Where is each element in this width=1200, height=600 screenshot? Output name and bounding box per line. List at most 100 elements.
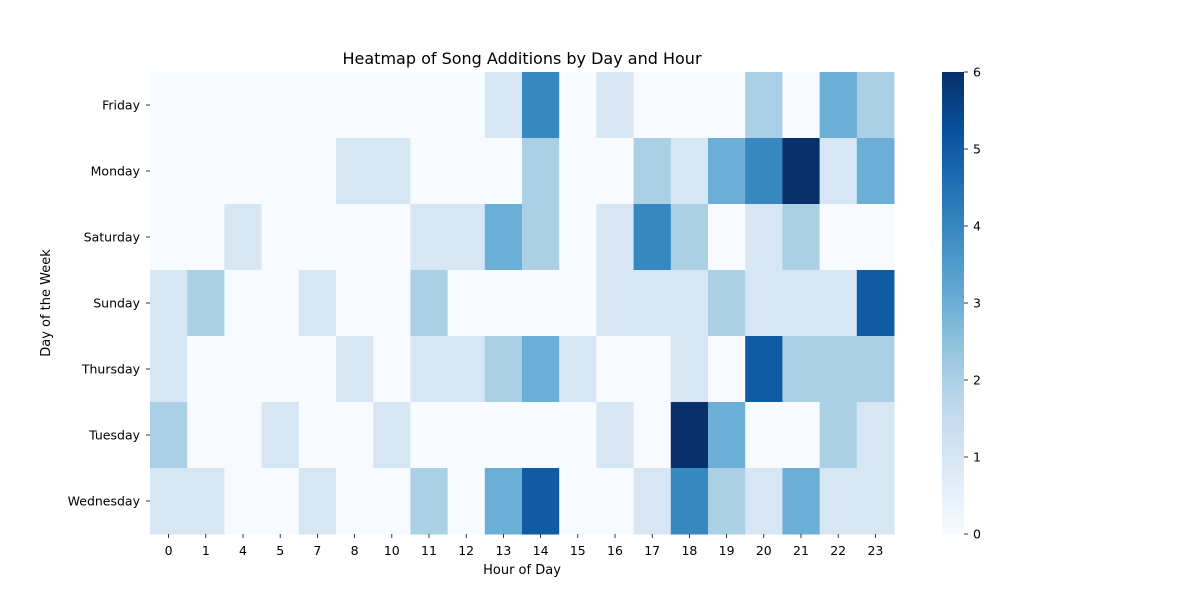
x-tick-label: 10: [384, 543, 400, 558]
heatmap-cell: [150, 270, 188, 337]
heatmap-cell: [708, 402, 746, 469]
heatmap-cell: [373, 138, 411, 205]
heatmap-cell: [484, 72, 523, 139]
heatmap-cell: [373, 468, 411, 535]
heatmap-cell: [708, 138, 746, 205]
heatmap-cell: [447, 204, 486, 271]
heatmap-cell: [633, 468, 672, 535]
x-tick-label: 22: [830, 543, 846, 558]
heatmap-cell: [298, 204, 337, 271]
heatmap-cell: [745, 270, 783, 337]
heatmap-cell: [484, 138, 523, 205]
heatmap-cell: [484, 402, 523, 469]
heatmap-cell: [596, 336, 635, 403]
heatmap-cell: [670, 270, 709, 337]
heatmap-cell: [670, 204, 709, 271]
heatmap-cell: [224, 204, 263, 271]
colorbar-tick-label: 1: [973, 450, 981, 465]
heatmap-cell: [373, 336, 411, 403]
heatmap-cell: [261, 204, 300, 271]
heatmap-cell: [410, 270, 449, 337]
x-tick-label: 23: [867, 543, 883, 558]
heatmap-cell: [150, 402, 188, 469]
heatmap-cell: [708, 204, 746, 271]
heatmap-cell: [484, 204, 523, 271]
heatmap-cell: [298, 402, 337, 469]
heatmap-cell: [261, 138, 300, 205]
heatmap-cell: [224, 468, 263, 535]
heatmap-cell: [410, 402, 449, 469]
y-tick-label: Thursday: [81, 362, 141, 377]
heatmap-cell: [336, 402, 374, 469]
heatmap-cell: [596, 468, 635, 535]
y-tick-label: Monday: [91, 164, 141, 179]
heatmap-cell: [670, 72, 709, 139]
x-tick-label: 12: [458, 543, 474, 558]
y-tick-label: Saturday: [84, 230, 141, 245]
heatmap-cell: [373, 270, 411, 337]
heatmap-cell: [670, 138, 709, 205]
heatmap-cell: [298, 270, 337, 337]
heatmap-cell: [150, 72, 188, 139]
heatmap-cell: [522, 72, 560, 139]
heatmap-cell: [522, 204, 560, 271]
x-tick-label: 8: [351, 543, 359, 558]
heatmap-cell: [373, 402, 411, 469]
heatmap-cell: [373, 72, 411, 139]
heatmap-cell: [782, 336, 821, 403]
heatmap-cell: [670, 468, 709, 535]
heatmap-cell: [187, 138, 225, 205]
heatmap-cell: [708, 336, 746, 403]
heatmap-cell: [150, 204, 188, 271]
colorbar-tick-label: 0: [973, 527, 981, 542]
x-tick-label: 13: [495, 543, 511, 558]
heatmap-cell: [670, 336, 709, 403]
heatmap-cell: [856, 402, 895, 469]
heatmap-cell: [745, 336, 783, 403]
heatmap-cell: [856, 270, 895, 337]
heatmap-cell: [559, 72, 597, 139]
heatmap-cell: [559, 270, 597, 337]
heatmap-cell: [856, 138, 895, 205]
heatmap-cell: [745, 138, 783, 205]
heatmap-cell: [745, 72, 783, 139]
heatmap-cell: [224, 336, 263, 403]
y-tick-label: Wednesday: [68, 494, 141, 509]
heatmap-cell: [261, 270, 300, 337]
x-tick-label: 4: [239, 543, 247, 558]
heatmap-cell: [856, 72, 895, 139]
heatmap-cell: [187, 402, 225, 469]
y-tick-label: Tuesday: [88, 428, 140, 443]
heatmap-cell: [187, 270, 225, 337]
heatmap-cell: [484, 336, 523, 403]
heatmap-cell: [224, 72, 263, 139]
heatmap-cell: [745, 402, 783, 469]
heatmap-cell: [150, 138, 188, 205]
x-tick-label: 5: [276, 543, 284, 558]
heatmap-cell: [522, 270, 560, 337]
heatmap-cell: [298, 336, 337, 403]
x-axis-label: Hour of Day: [483, 563, 561, 578]
x-tick-label: 16: [607, 543, 623, 558]
y-axis-label: Day of the Week: [39, 249, 54, 357]
heatmap-cell: [596, 204, 635, 271]
heatmap-cell: [522, 402, 560, 469]
heatmap-cell: [596, 270, 635, 337]
heatmap-cell: [187, 72, 225, 139]
heatmap-cell: [856, 204, 895, 271]
heatmap-cell: [782, 72, 821, 139]
heatmap-cell: [484, 468, 523, 535]
colorbar-tick-label: 3: [973, 296, 981, 311]
heatmap-cell: [782, 270, 821, 337]
heatmap-cell: [782, 468, 821, 535]
heatmap-cell: [559, 402, 597, 469]
heatmap-cell: [187, 336, 225, 403]
x-tick-label: 15: [570, 543, 586, 558]
heatmap-cell: [447, 468, 486, 535]
heatmap-cell: [224, 402, 263, 469]
heatmap-cell: [298, 138, 337, 205]
heatmap-cell: [819, 468, 858, 535]
heatmap-cell: [298, 72, 337, 139]
heatmap-cell: [708, 72, 746, 139]
